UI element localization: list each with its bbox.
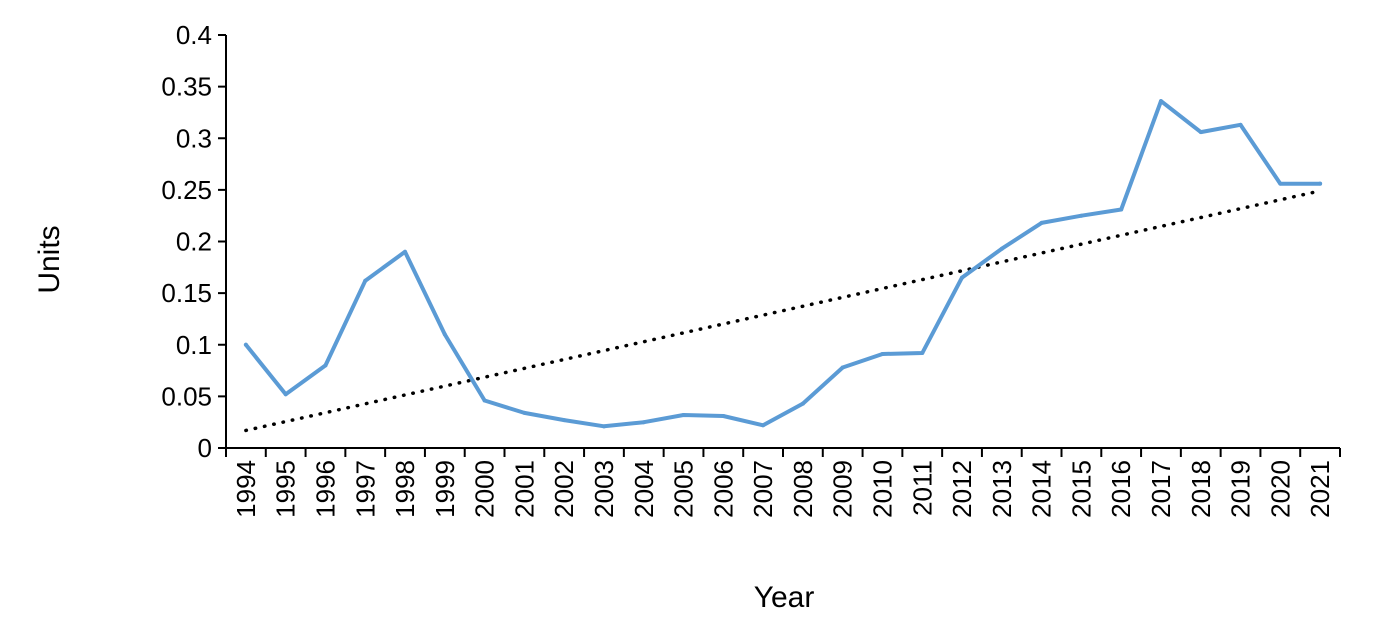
data-point xyxy=(800,401,805,406)
x-tick-label: 2001 xyxy=(509,460,539,518)
x-tick-label: 2004 xyxy=(629,460,659,518)
x-tick-label: 2000 xyxy=(470,460,500,518)
x-tick-label: 2006 xyxy=(708,460,738,518)
data-point xyxy=(403,249,408,254)
x-tick-label: 1999 xyxy=(430,460,460,518)
y-axis-ticks: 0 0.05 0.1 0.15 0.2 0.25 0.3 0.35 0.4 xyxy=(161,20,226,463)
x-tick-label: 1994 xyxy=(231,460,261,518)
y-tick-label: 0.3 xyxy=(176,123,212,153)
y-axis-title: Units xyxy=(33,225,66,293)
x-tick-label: 2008 xyxy=(788,460,818,518)
data-point xyxy=(1198,130,1203,135)
x-tick-label: 2012 xyxy=(947,460,977,518)
data-point xyxy=(1079,213,1084,218)
x-axis-title: Year xyxy=(754,581,815,614)
x-axis-ticks: 1994 1995 1996 1997 1998 1999 2000 2001 2002 2003… xyxy=(225,448,1341,518)
y-tick-label: 0.1 xyxy=(176,330,212,360)
data-point xyxy=(243,342,248,347)
x-tick-label: 2014 xyxy=(1027,460,1057,518)
data-point xyxy=(960,275,965,280)
x-tick-label: 2010 xyxy=(867,460,897,518)
y-tick-label: 0.05 xyxy=(161,381,212,411)
x-tick-label: 2013 xyxy=(987,460,1017,518)
data-point xyxy=(283,392,288,397)
y-tick-label: 0.35 xyxy=(161,72,212,102)
x-tick-label: 2015 xyxy=(1066,460,1096,518)
data-point xyxy=(721,413,726,418)
x-tick-label: 2021 xyxy=(1305,460,1335,518)
x-tick-label: 1996 xyxy=(310,460,340,518)
data-point xyxy=(999,246,1004,251)
x-tick-label: 2020 xyxy=(1265,460,1295,518)
data-point xyxy=(1278,181,1283,186)
data-point xyxy=(323,363,328,368)
data-point xyxy=(522,410,527,415)
data-point xyxy=(641,420,646,425)
data-point xyxy=(482,398,487,403)
x-tick-label: 1998 xyxy=(390,460,420,518)
x-tick-label: 2017 xyxy=(1146,460,1176,518)
data-point xyxy=(1318,181,1323,186)
data-point xyxy=(1119,207,1124,212)
data-point xyxy=(761,423,766,428)
x-tick-label: 2009 xyxy=(828,460,858,518)
x-tick-label: 2003 xyxy=(589,460,619,518)
data-point xyxy=(880,352,885,357)
data-point xyxy=(840,365,845,370)
data-point xyxy=(363,278,368,283)
data-point xyxy=(681,412,686,417)
y-tick-label: 0 xyxy=(198,433,212,463)
x-tick-label: 2007 xyxy=(748,460,778,518)
data-point xyxy=(562,418,567,423)
x-tick-label: 2016 xyxy=(1106,460,1136,518)
x-tick-label: 1997 xyxy=(350,460,380,518)
data-point xyxy=(601,424,606,429)
data-point xyxy=(1158,99,1163,104)
y-tick-label: 0.4 xyxy=(176,20,212,50)
series-line-units xyxy=(243,99,1323,429)
x-tick-label: 2018 xyxy=(1186,460,1216,518)
x-tick-label: 1995 xyxy=(271,460,301,518)
data-point xyxy=(920,351,925,356)
x-tick-label: 2019 xyxy=(1226,460,1256,518)
data-point xyxy=(442,332,447,337)
y-tick-label: 0.2 xyxy=(176,227,212,257)
series-points xyxy=(243,99,1323,429)
x-tick-label: 2005 xyxy=(669,460,699,518)
trendline xyxy=(244,189,1322,433)
data-point xyxy=(1238,122,1243,127)
y-tick-label: 0.15 xyxy=(161,278,212,308)
x-tick-label: 2011 xyxy=(907,460,937,516)
data-point xyxy=(1039,220,1044,225)
y-tick-label: 0.25 xyxy=(161,175,212,205)
x-tick-label: 2002 xyxy=(549,460,579,518)
